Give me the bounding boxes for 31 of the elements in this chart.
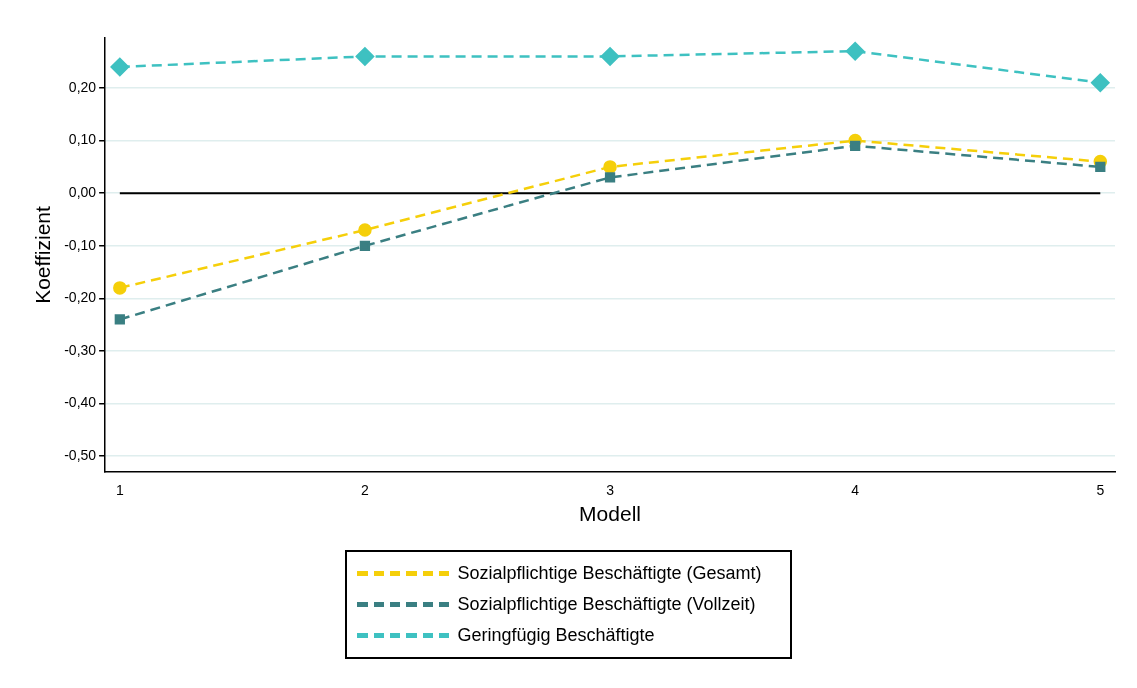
x-tick-label: 3 xyxy=(606,482,615,499)
point xyxy=(359,240,371,251)
point xyxy=(113,281,127,295)
y-tick-label: 0,10 xyxy=(68,131,97,148)
point xyxy=(114,314,125,325)
point xyxy=(110,57,130,77)
point xyxy=(355,47,375,66)
x-tick-label: 1 xyxy=(115,482,124,499)
point xyxy=(1091,73,1110,92)
point xyxy=(604,172,616,183)
legend-label: Geringfügig Beschäftigte xyxy=(457,625,655,646)
x-axis-title: Modell xyxy=(579,502,641,526)
point xyxy=(603,160,617,174)
x-tick-label: 4 xyxy=(851,482,860,499)
y-tick-label: 0,20 xyxy=(68,78,97,95)
point xyxy=(850,140,861,151)
x-tick-label: 5 xyxy=(1096,482,1105,499)
x-tick-label: 2 xyxy=(361,482,370,499)
point xyxy=(1095,161,1106,173)
y-tick-label: -0,20 xyxy=(64,289,97,306)
y-tick-label: -0,50 xyxy=(64,447,97,464)
point xyxy=(600,47,620,66)
y-tick-label: 0,00 xyxy=(68,184,97,201)
legend-label: Sozialpflichtige Beschäftigte (Gesamt) xyxy=(457,563,762,584)
legend-label: Sozialpflichtige Beschäftigte (Vollzeit) xyxy=(457,594,756,615)
y-tick-label: -0,40 xyxy=(64,394,97,411)
y-tick-label: -0,10 xyxy=(64,236,97,253)
y-axis-title: Koeffizient xyxy=(31,206,55,304)
point xyxy=(358,223,372,237)
y-tick-label: -0,30 xyxy=(64,341,97,358)
point xyxy=(845,41,865,61)
